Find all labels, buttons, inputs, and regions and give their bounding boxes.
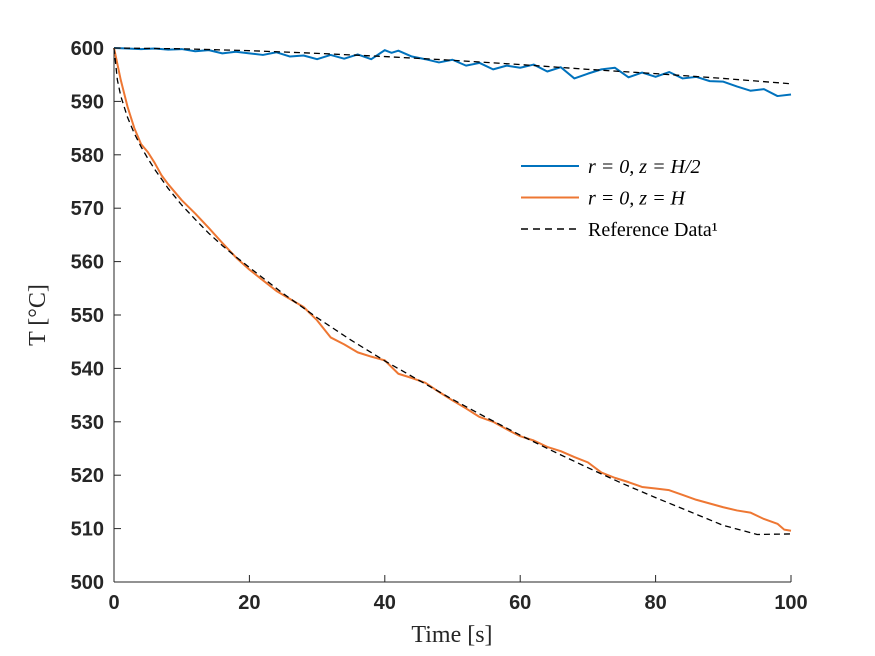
x-tick-label: 60 [509,592,531,614]
legend: r = 0, z = H/2 r = 0, z = H Reference Data… [521,156,718,241]
y-tick-label: 590 [71,91,104,113]
legend-label-0: r = 0, z = H/2 [588,156,701,178]
x-tick-label: 0 [108,592,119,614]
y-axis-title: T [°C] [25,284,51,346]
y-tick-label: 570 [71,198,104,220]
y-tick-label: 530 [71,412,104,434]
plot-area [113,47,792,536]
y-tick-label: 600 [71,38,104,60]
y-tick-label: 500 [71,572,104,594]
series-line-3 [113,47,792,85]
series-line-1 [113,47,792,532]
y-tick-label: 510 [71,519,104,541]
x-axis-title: Time [s] [411,622,492,648]
x-tick-label: 100 [774,592,807,614]
axes: 0 20 40 60 80 100 500 510 520 530 540 550 560 570 580 5… [71,38,808,614]
y-tick-label: 540 [71,358,104,380]
y-tick-label: 580 [71,145,104,167]
x-tick-label: 20 [238,592,260,614]
y-tick-label: 550 [71,305,104,327]
y-tick-label: 560 [71,252,104,274]
legend-label-1: r = 0, z = H [588,188,687,210]
y-tick-label: 520 [71,465,104,487]
x-tick-label: 40 [374,592,396,614]
series-line-2 [113,47,792,536]
legend-label-2: Reference Data¹ [588,219,718,241]
x-tick-label: 80 [644,592,666,614]
